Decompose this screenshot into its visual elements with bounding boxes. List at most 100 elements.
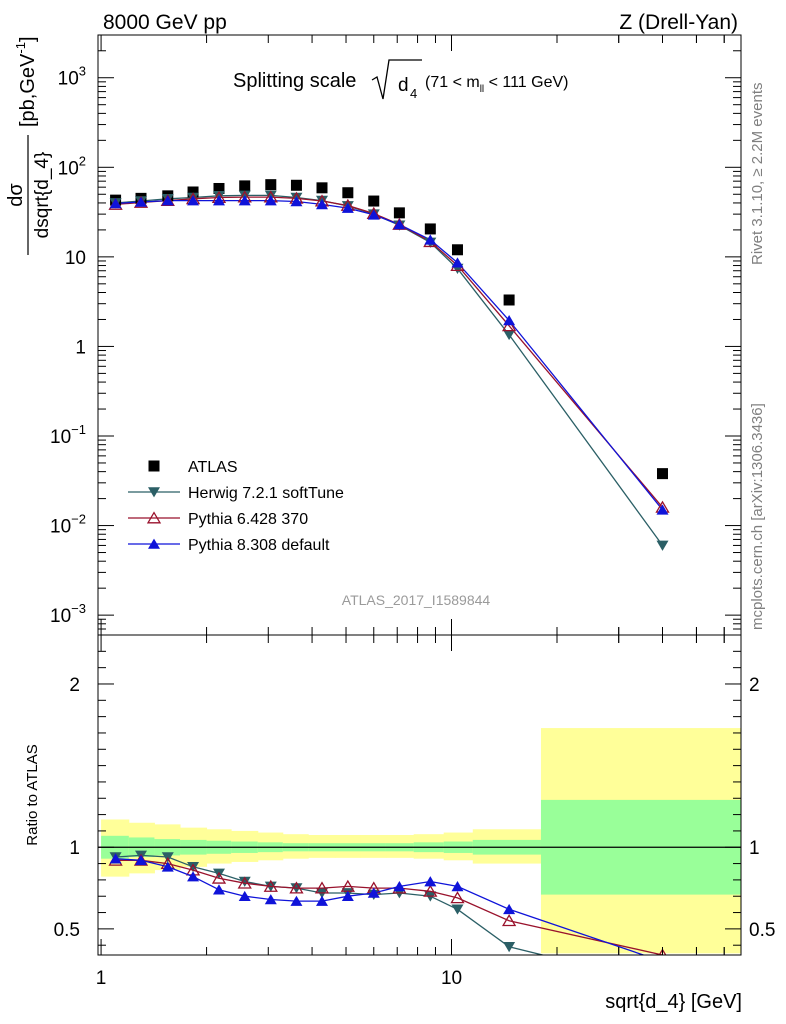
ratio-point-pythia6 xyxy=(289,881,304,894)
point-data xyxy=(239,180,251,192)
ylabel-unit-close: ] xyxy=(17,36,39,42)
y-tick-label-ratio-right: 1 xyxy=(749,838,760,859)
y-tick-label-base: 10 xyxy=(58,69,79,90)
point-data xyxy=(290,179,302,191)
legend-marker-herwig xyxy=(148,487,160,498)
plot-title-variable: d xyxy=(398,75,409,96)
ratio-point-herwig xyxy=(503,942,516,953)
ratio-point-herwig xyxy=(451,904,464,915)
y-tick-label-exp: −3 xyxy=(71,601,86,616)
uncertainty-bands xyxy=(98,728,741,954)
ratio-point-pythia8 xyxy=(135,854,148,866)
ratio-point-pythia6 xyxy=(314,881,330,894)
ratio-point-pythia6 xyxy=(237,876,252,889)
y-tick-label-main: 103 xyxy=(58,64,86,90)
ratio-point-pythia8 xyxy=(212,884,225,895)
y-tick-label-exp: −2 xyxy=(71,512,86,527)
point-data xyxy=(424,223,436,235)
ratio-point-pythia8 xyxy=(109,853,122,864)
series-line-pythia8 xyxy=(115,199,664,511)
plot-title-main: Splitting scale xyxy=(233,70,356,92)
point-pythia8 xyxy=(187,195,200,206)
plot-title-mass-hi: < 111 GeV) xyxy=(484,74,568,91)
ratio-point-pythia8 xyxy=(451,881,464,892)
legend: ATLAS Herwig 7.2.1 softTune Pythia 6.428 3… xyxy=(128,459,344,554)
point-pythia8 xyxy=(264,195,277,206)
y-tick-label-base: 1 xyxy=(75,337,86,358)
ratio-point-herwig xyxy=(656,980,668,990)
point-data xyxy=(213,182,225,194)
y-tick-label-exp: 3 xyxy=(79,64,86,79)
point-pythia8 xyxy=(212,195,225,206)
point-pythia8 xyxy=(238,195,251,206)
point-pythia8 xyxy=(656,504,669,515)
point-pythia6 xyxy=(501,319,517,332)
ratio-point-pythia8 xyxy=(290,895,303,906)
mcplots-reference-label: mcplots.cern.ch [arXiv:1306.3436] xyxy=(749,403,766,630)
ratio-point-pythia8 xyxy=(264,894,277,905)
y-tick-label-ratio-left: 1 xyxy=(69,838,80,859)
header-energy: 8000 GeV pp xyxy=(103,11,227,34)
point-pythia8 xyxy=(367,209,380,220)
point-herwig xyxy=(656,540,669,551)
point-pythia8 xyxy=(451,257,464,268)
point-pythia8 xyxy=(109,198,122,209)
y-tick-label-base: 10 xyxy=(65,248,86,269)
y-tick-label-exp: −1 xyxy=(71,422,86,437)
y-tick-label-base: 10 xyxy=(50,427,71,448)
point-data xyxy=(265,179,277,191)
point-data xyxy=(368,195,380,207)
y-tick-label-ratio-left: 2 xyxy=(69,675,80,696)
ratio-point-pythia8 xyxy=(424,876,437,887)
legend-marker-data xyxy=(148,460,160,472)
point-pythia8 xyxy=(503,315,516,326)
sqrt-symbol-icon xyxy=(371,59,422,100)
header-process: Z (Drell-Yan) xyxy=(619,11,738,34)
plot-title-mass-sub: ll xyxy=(480,84,484,95)
ylabel-numerator: dσ xyxy=(5,183,27,207)
main-y-axis-label: dσ dsqrt{d_4} [pb,GeV-1] xyxy=(5,36,53,255)
y-tick-label-ratio-right: 2 xyxy=(749,675,760,696)
ylabel-unit: [pb,GeV-1] xyxy=(13,36,39,127)
point-pythia8 xyxy=(341,202,354,213)
plot-title-mass-lo: (71 < m xyxy=(425,74,480,91)
ratio-plot-frame xyxy=(97,634,742,956)
analysis-watermark: ATLAS_2017_I1589844 xyxy=(342,592,491,608)
ratio-line-pythia8 xyxy=(115,858,646,955)
point-data xyxy=(316,182,328,194)
ratio-point-pythia8 xyxy=(161,861,174,872)
y-tick-label-base: 10 xyxy=(58,158,79,179)
ratio-line-pythia6 xyxy=(115,859,663,955)
point-data xyxy=(393,207,405,219)
ratio-point-herwig xyxy=(187,862,200,873)
x-tick-label: 1 xyxy=(96,968,107,989)
legend-label-herwig: Herwig 7.2.1 softTune xyxy=(188,485,344,502)
legend-label-pythia8: Pythia 8.308 default xyxy=(188,537,330,554)
y-tick-label-main: 10−3 xyxy=(50,601,86,627)
ratio-point-pythia8 xyxy=(367,887,380,898)
point-data xyxy=(451,244,463,256)
y-tick-label-main: 10−2 xyxy=(50,512,86,538)
y-tick-label-base: 10 xyxy=(50,517,71,538)
x-tick-label: 10 xyxy=(441,968,462,989)
point-data xyxy=(656,468,668,480)
ratio-point-pythia8 xyxy=(341,890,354,902)
point-pythia8 xyxy=(393,219,406,230)
ratio-point-pythia8 xyxy=(656,956,668,966)
series-line-pythia6 xyxy=(115,196,663,508)
ratio-point-pythia6 xyxy=(211,871,227,884)
y-tick-label-exp: 2 xyxy=(79,153,86,168)
ratio-point-pythia8 xyxy=(316,895,329,906)
point-data xyxy=(342,187,354,199)
ratio-point-pythia8 xyxy=(503,903,516,915)
point-data xyxy=(187,186,199,198)
point-herwig xyxy=(503,329,516,341)
ratio-line-herwig xyxy=(115,854,546,955)
y-tick-label-ratio-left: 0.5 xyxy=(54,920,80,941)
point-pythia8 xyxy=(135,196,148,207)
plot-title-variable-sub: 4 xyxy=(410,86,417,101)
ratio-point-pythia6 xyxy=(263,879,278,892)
axis-ticks xyxy=(98,34,741,955)
